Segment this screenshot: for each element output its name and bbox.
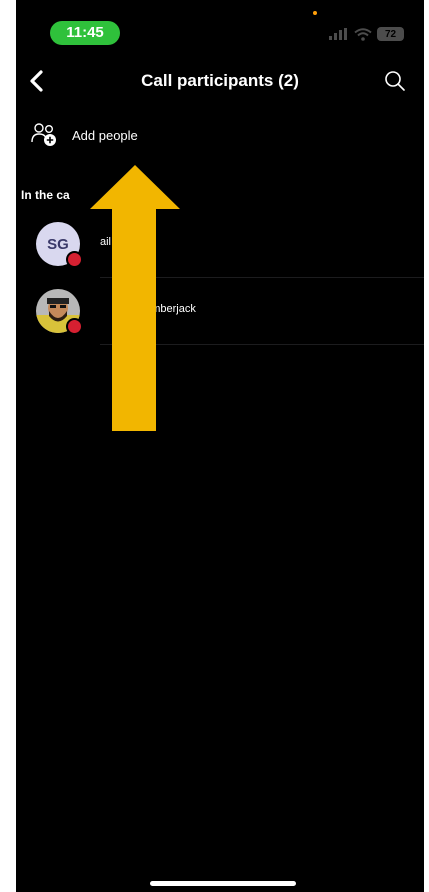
- battery-icon: 72: [377, 27, 404, 41]
- status-time[interactable]: 11:45: [50, 21, 120, 45]
- add-people-label: Add people: [72, 127, 138, 143]
- search-icon: [385, 71, 405, 91]
- page-title: Call participants (2): [141, 71, 299, 90]
- status-icons: 72: [329, 25, 404, 43]
- privacy-indicator-dot: [313, 11, 317, 15]
- row-divider: [100, 344, 424, 345]
- participant-row[interactable]: SG ail: [16, 212, 424, 278]
- wifi-icon: [354, 27, 372, 41]
- avatar: SG: [36, 222, 83, 268]
- presence-busy-badge: [66, 251, 83, 268]
- status-bar: 11:45 72: [16, 0, 424, 58]
- avatar: [36, 289, 83, 335]
- row-divider: [100, 277, 424, 278]
- home-indicator[interactable]: [150, 881, 296, 886]
- chevron-left-icon: [30, 70, 43, 92]
- up-arrow-icon: [90, 165, 180, 431]
- back-button[interactable]: [22, 66, 52, 96]
- participant-row[interactable]: Lumberjack: [16, 279, 424, 345]
- app-screen: 11:45 72 Call participants (2): [16, 0, 424, 892]
- navigation-header: Call participants (2): [16, 58, 424, 104]
- presence-busy-badge: [66, 318, 83, 335]
- add-people-button[interactable]: Add people: [16, 115, 424, 155]
- avatar-initials: SG: [47, 235, 69, 253]
- participant-name: ail: [100, 236, 112, 248]
- search-button[interactable]: [382, 68, 408, 94]
- add-people-icon: [31, 123, 56, 146]
- cellular-icon: [329, 28, 347, 40]
- section-title: In the ca: [21, 188, 70, 202]
